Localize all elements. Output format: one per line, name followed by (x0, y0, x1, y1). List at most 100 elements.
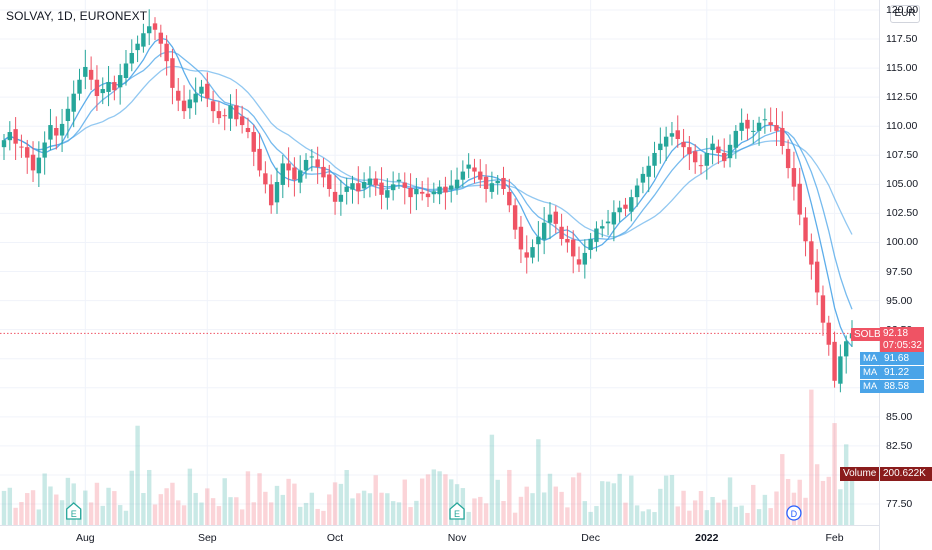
candle (565, 238, 570, 243)
candle (791, 168, 797, 187)
candle (814, 261, 820, 293)
candle (13, 129, 18, 144)
candle (495, 180, 500, 184)
currency-button[interactable]: EUR (890, 5, 920, 23)
candle (1, 140, 7, 148)
volume-bar (617, 473, 622, 525)
volume-bar (251, 502, 256, 525)
volume-bar (704, 510, 709, 525)
volume-bar (687, 510, 692, 525)
volume-bar (547, 473, 553, 525)
candle (512, 205, 518, 230)
price-tick-label: 120.00 (886, 4, 919, 16)
candle (431, 191, 437, 195)
volume-bar (629, 475, 634, 525)
candle (663, 136, 669, 147)
volume-bar (826, 476, 831, 525)
candle (576, 259, 582, 265)
volume-bar (716, 502, 721, 525)
volume-bar (25, 493, 30, 525)
volume-bar (727, 477, 733, 525)
candle (460, 171, 466, 180)
candle (594, 228, 599, 242)
volume-bar (541, 492, 547, 525)
candle (600, 226, 605, 229)
volume-bar (832, 423, 837, 525)
price-tick-label: 95.00 (886, 294, 913, 307)
candle (536, 236, 541, 245)
candle (571, 239, 576, 257)
candle (809, 241, 814, 265)
volume-bar (48, 486, 53, 525)
volume-value: 200.622K (880, 467, 932, 481)
candle (147, 26, 152, 34)
volume-bar (751, 484, 756, 525)
candle (419, 191, 425, 194)
candle (239, 116, 245, 126)
candle (356, 183, 361, 192)
time-tick-label: 2022 (695, 532, 719, 544)
candle (646, 165, 651, 177)
candle (48, 125, 53, 140)
volume-bar (582, 501, 588, 525)
price-chart[interactable]: EEDE (0, 0, 880, 525)
candle (228, 105, 233, 119)
candle (141, 33, 146, 47)
volume-bar (449, 479, 454, 525)
volume-bar (13, 507, 18, 525)
candle (205, 83, 210, 99)
candle (367, 178, 373, 185)
volume-bar (466, 511, 471, 525)
volume-bar (390, 501, 396, 525)
candle (425, 193, 431, 198)
volume-bar (135, 425, 140, 525)
candle (838, 356, 843, 384)
candle (414, 189, 419, 195)
volume-bar (843, 444, 849, 525)
volume-bar (419, 478, 425, 525)
candle (832, 341, 837, 381)
candle (390, 184, 396, 191)
volume-bar (425, 474, 431, 525)
volume-bar (332, 482, 338, 525)
candle (675, 130, 680, 140)
volume-bar (385, 493, 390, 525)
candle (785, 148, 791, 169)
volume-bar (698, 491, 704, 525)
volume-bar (263, 491, 268, 525)
candle (652, 152, 657, 166)
volume-bar (675, 506, 680, 525)
volume-bar (280, 494, 285, 525)
candle (106, 82, 111, 92)
volume-bar (396, 502, 402, 525)
volume-bar (152, 504, 158, 525)
candle (234, 105, 239, 120)
volume-bar (814, 464, 820, 525)
candle (71, 93, 76, 112)
volume-bar (646, 509, 651, 525)
candle (327, 174, 332, 190)
volume-bar (83, 490, 88, 525)
candle (30, 154, 36, 171)
last-price-value: 92.18 (883, 328, 909, 339)
volume-bar (460, 488, 466, 525)
candle (658, 143, 663, 151)
candle (350, 183, 355, 190)
volume-bar (187, 468, 193, 525)
volume-bar (210, 498, 216, 525)
candle (135, 43, 140, 51)
time-tick-label: Oct (326, 532, 344, 544)
price-tick-label: 110.00 (886, 120, 918, 133)
candle (274, 182, 280, 203)
candle (634, 185, 640, 198)
volume-bar (257, 473, 262, 525)
volume-bar (518, 496, 524, 525)
volume-bar (803, 497, 808, 525)
volume-bar (431, 469, 437, 525)
time-tick-label: Feb (825, 532, 844, 544)
candle (507, 191, 512, 206)
volume-bar (408, 507, 413, 525)
candle (797, 183, 802, 215)
volume-bar (181, 505, 187, 525)
candle (443, 186, 448, 193)
